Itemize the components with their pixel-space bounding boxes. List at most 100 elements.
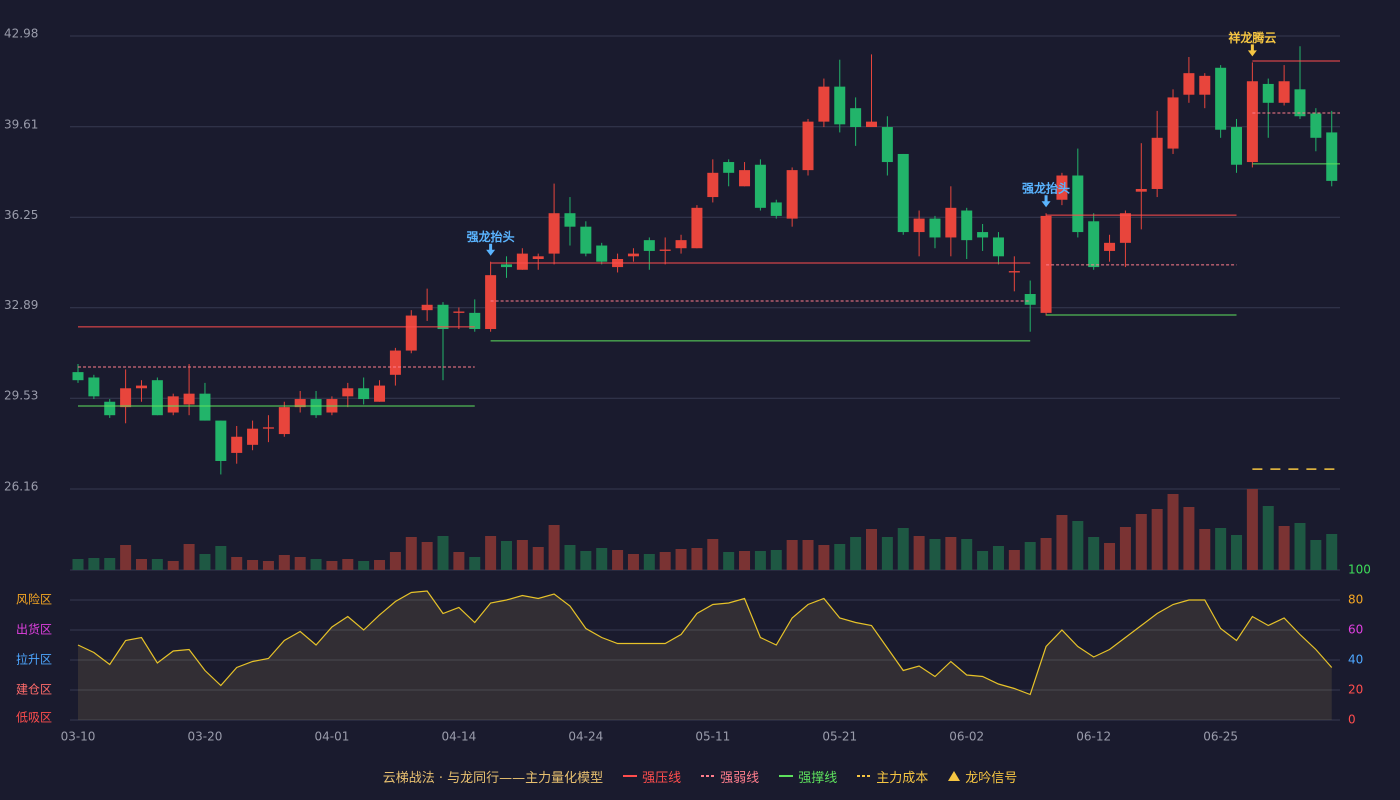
x-tick-label: 06-12 (1076, 730, 1111, 744)
candle-body (1167, 97, 1179, 149)
volume-bar (151, 559, 163, 570)
volume-bar (1278, 526, 1290, 570)
candle-body (231, 436, 243, 453)
candle-body (358, 388, 370, 400)
candle-body (421, 304, 433, 311)
legend-label: 强撑线 (798, 770, 838, 786)
volume-bar (342, 559, 354, 570)
volume-bar (1119, 527, 1131, 570)
volume-bar (977, 551, 989, 570)
candle-body (500, 264, 512, 268)
volume-bar (389, 552, 401, 570)
legend-swatch (857, 775, 872, 777)
candle-body (834, 86, 846, 125)
candle-body (548, 213, 560, 254)
volume-bar (612, 550, 624, 570)
volume-bar (754, 551, 766, 570)
volume-bar (850, 537, 862, 570)
y-tick-label: 42.98 (4, 27, 38, 41)
candle-body (1119, 213, 1131, 243)
volume-bar (1326, 534, 1338, 570)
volume-bar (358, 561, 370, 570)
legend-label: 强弱线 (720, 770, 760, 786)
volume-bar (1246, 489, 1258, 570)
candle-body (881, 127, 893, 163)
candle-body (1246, 81, 1258, 163)
candle-body (992, 237, 1004, 257)
candle-body (151, 380, 163, 416)
zone-label: 建仓区 (16, 683, 52, 697)
legend-item: 强撑线 (779, 767, 837, 786)
candle-body (278, 407, 290, 435)
y-tick-label: 26.16 (4, 480, 38, 494)
volume-bar (675, 549, 687, 570)
candle-body (199, 393, 211, 421)
volume-bar (500, 541, 512, 570)
osc-area (78, 591, 1332, 720)
legend-item: 强压线 (623, 767, 681, 786)
volume-bar (532, 547, 544, 570)
candle-body (691, 207, 703, 249)
legend-swatch (623, 775, 638, 777)
volume-bar (1040, 538, 1052, 570)
volume-bar (437, 536, 449, 570)
volume-bar (627, 554, 639, 570)
candle-body (135, 385, 147, 389)
volume-bar (294, 557, 306, 570)
candle-body (469, 312, 481, 330)
candle-body (1024, 294, 1036, 305)
candle-body (532, 256, 544, 259)
volume-bar (1262, 506, 1274, 570)
candle-body (850, 108, 862, 128)
candle-body (1326, 132, 1338, 181)
candle-body (1183, 73, 1195, 95)
candle-body (516, 253, 528, 270)
volume-bar (992, 546, 1004, 570)
volume-bar (818, 545, 830, 570)
volume-bar (1199, 529, 1211, 570)
candle-body (1294, 89, 1306, 117)
signal-arrow (1041, 195, 1051, 208)
y2-tick-label: 20 (1348, 683, 1363, 697)
y-tick-label: 32.89 (4, 298, 38, 312)
volume-bar (1167, 494, 1179, 570)
candle-body (437, 304, 449, 330)
candle-body (389, 350, 401, 375)
candle-body (1262, 83, 1274, 103)
volume-bar (897, 528, 909, 570)
volume-bar (659, 552, 671, 570)
volume-bar (72, 559, 84, 570)
candle-body (1215, 67, 1227, 130)
zone-label: 低吸区 (16, 711, 52, 725)
volume-bar (564, 545, 576, 570)
candle-body (1088, 221, 1100, 268)
candle-body (167, 396, 179, 413)
volume-bar (88, 558, 100, 570)
candle-body (770, 202, 782, 216)
candle-body (1231, 127, 1243, 165)
candle-body (786, 170, 798, 219)
x-tick-label: 05-11 (695, 730, 730, 744)
volume-bar (262, 561, 274, 570)
legend-swatch (701, 775, 716, 777)
signal-label: 强龙抬头 (467, 229, 515, 244)
volume-bar (485, 536, 497, 570)
volume-bar (374, 560, 386, 570)
volume-bar (469, 557, 481, 570)
volume-bar (1294, 523, 1306, 570)
volume-bar (770, 550, 782, 570)
volume-bar (643, 554, 655, 570)
volume-bar (961, 539, 973, 570)
x-tick-label: 06-25 (1203, 730, 1238, 744)
candle-body (739, 170, 751, 187)
volume-bar (596, 548, 608, 570)
volume-bar (1151, 509, 1163, 570)
volume-bar (104, 558, 116, 570)
candle-body (1278, 81, 1290, 103)
zone-label: 拉升区 (16, 652, 52, 667)
candle-body (342, 388, 354, 397)
candle-body (596, 245, 608, 262)
volume-bar (310, 559, 322, 570)
legend-label: 强压线 (642, 770, 682, 786)
candle-body (818, 86, 830, 122)
